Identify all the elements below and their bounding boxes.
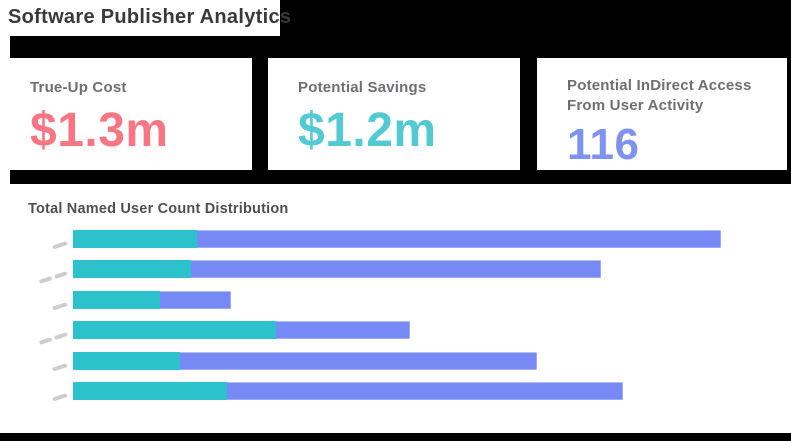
chart-title: Total Named User Count Distribution bbox=[28, 201, 289, 217]
kpi-label: True-Up Cost bbox=[30, 79, 127, 96]
bar-row-row-4 bbox=[38, 321, 773, 346]
bar-segment-teal[interactable] bbox=[73, 230, 197, 248]
background-gap-between-card2-card3 bbox=[520, 52, 537, 170]
tick-dash bbox=[38, 276, 53, 285]
background-right-strip bbox=[787, 52, 791, 170]
bar-segment-teal[interactable] bbox=[73, 260, 191, 279]
bar-segment-teal[interactable] bbox=[73, 381, 227, 400]
bar-row-row-6 bbox=[52, 381, 773, 402]
bar-segment-purple[interactable] bbox=[197, 230, 721, 248]
kpi-value: $1.2m bbox=[298, 104, 437, 157]
kpi-value: $1.3m bbox=[30, 104, 169, 157]
header-tile: Software Publisher Analytics bbox=[0, 0, 291, 36]
bar-segment-purple[interactable] bbox=[227, 381, 623, 400]
axis-tick-dashes bbox=[34, 393, 68, 407]
bar-segment-purple[interactable] bbox=[180, 351, 537, 370]
bar-row-row-5 bbox=[52, 351, 773, 372]
kpi-card-potential-savings: Potential Savings $1.2m bbox=[268, 58, 520, 170]
kpi-value: 116 bbox=[567, 120, 640, 169]
axis-tick-dashes bbox=[34, 301, 68, 316]
tick-dash bbox=[52, 301, 68, 311]
bar-segment-purple[interactable] bbox=[160, 290, 231, 309]
background-band-below-cards bbox=[10, 170, 791, 184]
bar-rows bbox=[38, 230, 773, 412]
kpi-label-line2: From User Activity bbox=[567, 97, 704, 114]
tick-dash bbox=[52, 241, 68, 250]
tick-dash bbox=[52, 362, 68, 372]
bar-segment-purple[interactable] bbox=[276, 321, 410, 340]
bar-row-row-1 bbox=[52, 230, 773, 250]
tick-dash bbox=[54, 271, 68, 280]
kpi-label-line1: Potential InDirect Access bbox=[567, 77, 752, 94]
kpi-label: Potential Savings bbox=[298, 79, 427, 96]
background-gap-between-card1-card2 bbox=[252, 52, 268, 170]
bar-segment-teal[interactable] bbox=[73, 351, 180, 370]
bar-segment-purple[interactable] bbox=[191, 260, 601, 279]
axis-tick-dashes bbox=[34, 332, 68, 346]
kpi-card-potential-indirect-access: Potential InDirect Access From User Acti… bbox=[537, 58, 787, 170]
axis-tick-dashes bbox=[34, 362, 68, 377]
bar-row-row-2 bbox=[38, 260, 773, 285]
axis-tick-dashes bbox=[34, 271, 68, 285]
axis-tick-dashes bbox=[34, 241, 68, 255]
kpi-card-true-up-cost: True-Up Cost $1.3m bbox=[12, 58, 252, 170]
page-title: Software Publisher Analytics bbox=[8, 6, 292, 28]
bar-segment-teal[interactable] bbox=[73, 321, 276, 340]
background-band-above-cards bbox=[10, 36, 791, 58]
bar-segment-teal[interactable] bbox=[73, 290, 160, 309]
bar-row-row-3 bbox=[52, 290, 773, 311]
tick-dash bbox=[38, 337, 53, 346]
tick-dash bbox=[52, 393, 68, 402]
background-footer-band bbox=[0, 433, 791, 441]
tick-dash bbox=[54, 332, 68, 341]
